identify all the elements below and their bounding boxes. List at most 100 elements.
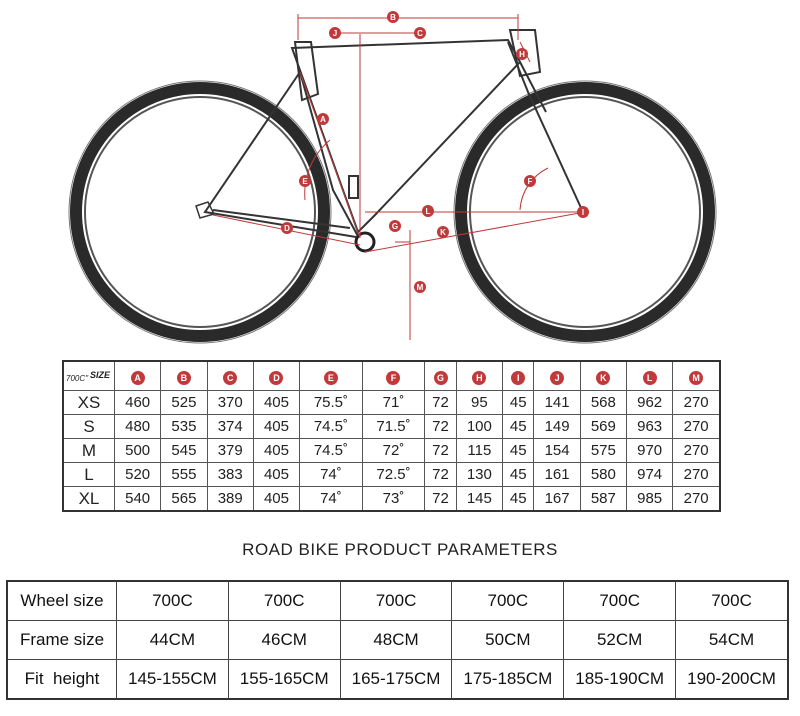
table-cell: 46CM bbox=[227, 620, 341, 660]
table-cell: 379 bbox=[206, 438, 254, 463]
column-header-d: D bbox=[252, 360, 301, 391]
marker-j: J bbox=[329, 27, 341, 39]
table-cell: 48CM bbox=[339, 620, 453, 660]
column-header-f: F bbox=[361, 360, 426, 391]
table-cell: 700C bbox=[451, 580, 565, 621]
table-cell: 405 bbox=[252, 414, 301, 439]
column-header-a: A bbox=[113, 360, 162, 391]
table-cell: 74˚ bbox=[299, 486, 363, 512]
svg-text:G: G bbox=[392, 222, 398, 231]
svg-text:C: C bbox=[417, 29, 423, 38]
table-cell: 72 bbox=[424, 486, 457, 512]
svg-text:F: F bbox=[528, 177, 533, 186]
column-header-i: I bbox=[501, 360, 535, 391]
table-cell: 535 bbox=[160, 414, 208, 439]
params-table: Wheel size 700C 700C 700C 700C 700C 700C… bbox=[6, 580, 789, 700]
measurement-lines bbox=[212, 14, 586, 340]
table-cell: 963 bbox=[625, 414, 674, 439]
table-cell: 700C bbox=[339, 580, 453, 621]
svg-text:M: M bbox=[417, 283, 424, 292]
table-cell: 389 bbox=[206, 486, 254, 512]
table-cell: 155-165CM bbox=[227, 659, 341, 700]
table-cell: 405 bbox=[252, 438, 301, 463]
column-header-g: G bbox=[424, 360, 457, 391]
row-label: Fit height bbox=[6, 659, 117, 700]
table-cell: 115 bbox=[455, 438, 504, 463]
row-label: Frame size bbox=[6, 620, 117, 660]
table-cell: 190-200CM bbox=[675, 659, 789, 700]
row-label: Wheel size bbox=[6, 580, 117, 621]
rear-wheel bbox=[68, 80, 332, 344]
table-cell: 700C bbox=[563, 580, 677, 621]
table-cell: 525 bbox=[160, 390, 208, 415]
table-cell: 154 bbox=[533, 438, 581, 463]
table-cell: 374 bbox=[206, 414, 254, 439]
table-cell: 700C bbox=[675, 580, 789, 621]
table-row: XS 460 525 370 405 75.5˚ 71˚ 72 95 45 14… bbox=[62, 390, 721, 415]
table-cell: 460 bbox=[113, 390, 162, 415]
svg-text:E: E bbox=[302, 177, 308, 186]
table-row: M 500 545 379 405 74.5˚ 72˚ 72 115 45 15… bbox=[62, 438, 721, 463]
column-header-h: H bbox=[455, 360, 504, 391]
table-cell: 141 bbox=[533, 390, 581, 415]
table-cell: 383 bbox=[206, 462, 254, 487]
table-cell: 145 bbox=[455, 486, 504, 512]
table-row: S 480 535 374 405 74.5˚ 71.5˚ 72 100 45 … bbox=[62, 414, 721, 439]
table-cell: 45 bbox=[501, 486, 535, 512]
table-cell: 520 bbox=[113, 462, 162, 487]
size-corner-cell: SIZE 700C'' bbox=[62, 360, 115, 391]
table-cell: 569 bbox=[579, 414, 628, 439]
table-cell: 270 bbox=[672, 390, 721, 415]
params-title: ROAD BIKE PRODUCT PARAMETERS bbox=[242, 540, 558, 559]
svg-text:I: I bbox=[582, 208, 584, 217]
table-cell: 405 bbox=[252, 462, 301, 487]
table-cell: 45 bbox=[501, 462, 535, 487]
table-cell: 185-190CM bbox=[563, 659, 677, 700]
marker-d: D bbox=[281, 222, 293, 234]
marker-k: K bbox=[437, 226, 449, 238]
marker-l: L bbox=[422, 205, 434, 217]
table-cell: 45 bbox=[501, 438, 535, 463]
wheel-corner-label: 700C'' bbox=[66, 373, 89, 383]
table-cell: 370 bbox=[206, 390, 254, 415]
marker-a: A bbox=[317, 113, 329, 125]
table-cell: 45 bbox=[501, 414, 535, 439]
table-cell: 405 bbox=[252, 390, 301, 415]
table-row: Fit height 145-155CM 155-165CM 165-175CM… bbox=[6, 659, 789, 700]
table-cell: 175-185CM bbox=[451, 659, 565, 700]
table-cell: 700C bbox=[116, 580, 229, 621]
table-cell: 167 bbox=[533, 486, 581, 512]
table-cell: 568 bbox=[579, 390, 628, 415]
table-cell: 270 bbox=[672, 462, 721, 487]
table-cell: 270 bbox=[672, 438, 721, 463]
table-cell: 75.5˚ bbox=[299, 390, 363, 415]
marker-c: C bbox=[414, 27, 426, 39]
table-cell: 149 bbox=[533, 414, 581, 439]
svg-text:A: A bbox=[320, 115, 326, 124]
table-cell: 565 bbox=[160, 486, 208, 512]
table-cell: 71˚ bbox=[361, 390, 426, 415]
bike-geometry-diagram: A B C D E F G H I J K L M bbox=[68, 11, 717, 344]
table-cell: 165-175CM bbox=[339, 659, 453, 700]
table-cell: 970 bbox=[625, 438, 674, 463]
table-cell: 72 bbox=[424, 390, 457, 415]
svg-text:H: H bbox=[519, 50, 525, 59]
geometry-header-row: SIZE 700C'' A B C D E F G H I J K L M bbox=[62, 360, 721, 391]
svg-text:L: L bbox=[426, 207, 431, 216]
table-cell: 145-155CM bbox=[116, 659, 229, 700]
table-cell: 73˚ bbox=[361, 486, 426, 512]
table-cell: 555 bbox=[160, 462, 208, 487]
marker-g: G bbox=[389, 220, 401, 232]
size-label: L bbox=[62, 462, 115, 487]
table-cell: 44CM bbox=[116, 620, 229, 660]
table-cell: 50CM bbox=[451, 620, 565, 660]
size-label: XS bbox=[62, 390, 115, 415]
table-cell: 95 bbox=[455, 390, 504, 415]
column-header-m: M bbox=[672, 360, 721, 391]
size-label: S bbox=[62, 414, 115, 439]
table-cell: 130 bbox=[455, 462, 504, 487]
marker-i: I bbox=[577, 206, 589, 218]
table-cell: 575 bbox=[579, 438, 628, 463]
diagram-markers: A B C D E F G H I J K L M bbox=[281, 11, 589, 293]
table-cell: 74.5˚ bbox=[299, 414, 363, 439]
